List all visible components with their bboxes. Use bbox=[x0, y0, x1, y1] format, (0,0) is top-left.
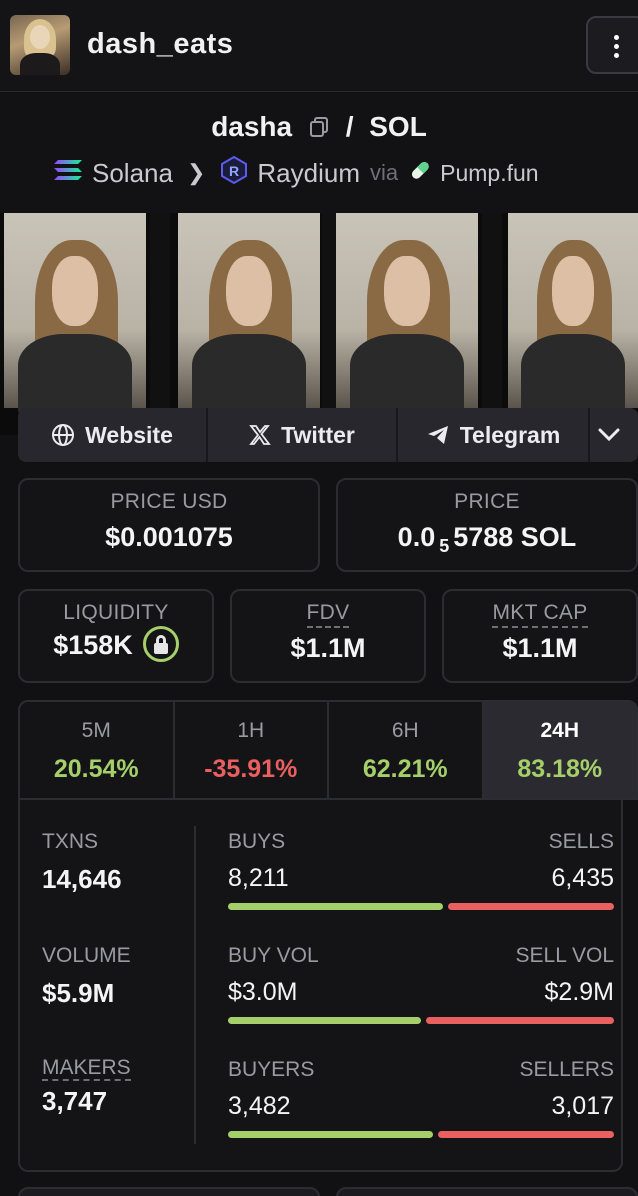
price-usd-card: PRICE USD $0.001075 bbox=[18, 478, 320, 572]
sell-vol-label: SELL VOL bbox=[515, 944, 614, 967]
app-header: dash_eats bbox=[0, 0, 638, 92]
tab-change: 83.18% bbox=[517, 755, 603, 783]
tab-5m[interactable]: 5M 20.54% bbox=[20, 702, 175, 798]
chain-link[interactable]: Solana bbox=[92, 157, 173, 188]
menu-button[interactable] bbox=[586, 16, 638, 74]
avatar[interactable] bbox=[10, 15, 70, 75]
liquidity-value-row: $158K bbox=[20, 626, 212, 665]
buy-sell-volume-stat: BUY VOL SELL VOL $3.0M $2.9M bbox=[228, 944, 614, 1024]
buy-vol-value: $3.0M bbox=[228, 978, 298, 1006]
pill-icon bbox=[408, 158, 432, 189]
price-usd-value: $0.001075 bbox=[105, 522, 233, 552]
price-native-value: 0.0 5 5788 SOL bbox=[338, 522, 636, 557]
dex-link[interactable]: Raydium bbox=[257, 157, 360, 188]
tab-label: 6H bbox=[391, 719, 419, 742]
svg-text:R: R bbox=[229, 163, 239, 179]
volume-label: VOLUME bbox=[42, 944, 131, 967]
copy-icon[interactable] bbox=[308, 113, 330, 145]
buys-sells-bar bbox=[228, 903, 614, 910]
buys-sells-stat: BUYS SELLS 8,211 6,435 bbox=[228, 830, 614, 910]
volume-value: $5.9M bbox=[42, 978, 115, 1008]
stats-divider bbox=[194, 826, 196, 1144]
makers-label[interactable]: MAKERS bbox=[42, 1056, 131, 1081]
price-native-label: PRICE bbox=[454, 490, 520, 513]
tab-change: 20.54% bbox=[53, 755, 139, 783]
sellers-value: 3,017 bbox=[551, 1092, 614, 1120]
tab-label: 1H bbox=[237, 719, 265, 742]
tab-24h[interactable]: 24H 83.18% bbox=[483, 702, 636, 798]
telegram-button[interactable]: Telegram bbox=[398, 408, 590, 462]
pair-title: dasha / SOL bbox=[0, 111, 638, 145]
fdv-card: FDV $1.1M bbox=[230, 589, 426, 683]
buys-label: BUYS bbox=[228, 830, 286, 853]
txns-label: TXNS bbox=[42, 830, 99, 853]
txns-value: 14,646 bbox=[42, 864, 122, 894]
chevron-down-icon bbox=[598, 428, 620, 442]
tab-change: -35.91% bbox=[204, 755, 298, 783]
solana-logo-icon bbox=[52, 158, 84, 189]
buyers-sellers-bar bbox=[228, 1131, 614, 1138]
liquidity-label: LIQUIDITY bbox=[63, 601, 169, 624]
buyers-label: BUYERS bbox=[228, 1058, 315, 1081]
transaction-stats: TXNS 14,646 VOLUME $5.9M MAKERS 3,747 BU… bbox=[18, 800, 623, 1172]
globe-icon bbox=[52, 424, 75, 446]
tab-change: 62.21% bbox=[362, 755, 448, 783]
app-title: dash_eats bbox=[87, 28, 234, 60]
tab-label: 5M bbox=[81, 719, 111, 742]
mktcap-value: $1.1M bbox=[502, 633, 578, 663]
pair-slash: / bbox=[345, 111, 354, 142]
buy-sell-volume-bar bbox=[228, 1017, 614, 1024]
expand-links-button[interactable] bbox=[590, 408, 638, 462]
makers-stat: MAKERS 3,747 bbox=[42, 1056, 131, 1117]
makers-value: 3,747 bbox=[42, 1086, 108, 1116]
price-native-card: PRICE 0.0 5 5788 SOL bbox=[336, 478, 638, 572]
next-card-right bbox=[336, 1187, 638, 1196]
sells-value: 6,435 bbox=[551, 864, 614, 892]
telegram-label: Telegram bbox=[459, 421, 561, 448]
twitter-label: Twitter bbox=[281, 421, 355, 448]
tab-1h[interactable]: 1H -35.91% bbox=[175, 702, 329, 798]
sellers-label: SELLERS bbox=[519, 1058, 614, 1081]
via-text: via bbox=[370, 160, 399, 185]
liquidity-card: LIQUIDITY $158K bbox=[18, 589, 214, 683]
buys-value: 8,211 bbox=[228, 864, 289, 892]
twitter-button[interactable]: Twitter bbox=[208, 408, 398, 462]
fdv-value: $1.1M bbox=[290, 633, 366, 663]
next-card-left bbox=[18, 1187, 320, 1196]
lock-icon[interactable] bbox=[142, 626, 179, 662]
raydium-logo-icon: R bbox=[219, 155, 249, 192]
sell-vol-value: $2.9M bbox=[544, 978, 614, 1006]
tab-label: 24H bbox=[540, 719, 580, 742]
mktcap-card: MKT CAP $1.1M bbox=[442, 589, 638, 683]
tab-6h[interactable]: 6H 62.21% bbox=[329, 702, 484, 798]
more-vertical-icon bbox=[614, 35, 620, 62]
buy-vol-label: BUY VOL bbox=[228, 944, 319, 967]
price-native-zeros: 5 bbox=[439, 536, 450, 556]
timeframe-tabs: 5M 20.54% 1H -35.91% 6H 62.21% 24H 83.18… bbox=[18, 700, 638, 800]
website-button[interactable]: Website bbox=[18, 408, 208, 462]
fdv-label[interactable]: FDV bbox=[232, 601, 424, 628]
base-token: dasha bbox=[211, 111, 293, 142]
website-label: Website bbox=[85, 421, 173, 448]
price-usd-label: PRICE USD bbox=[110, 490, 228, 513]
chevron-right-icon: ❯ bbox=[186, 160, 206, 185]
sells-label: SELLS bbox=[548, 830, 614, 853]
social-links: Website Twitter Telegram bbox=[18, 408, 638, 462]
pair-section: dasha / SOL Solana ❯ R Raydium via Pump.… bbox=[0, 93, 638, 213]
volume-stat: VOLUME $5.9M bbox=[42, 944, 131, 1009]
buyers-sellers-stat: BUYERS SELLERS 3,482 3,017 bbox=[228, 1058, 614, 1138]
launchpad-link[interactable]: Pump.fun bbox=[440, 159, 539, 186]
liquidity-value: $158K bbox=[53, 630, 133, 661]
telegram-icon bbox=[427, 426, 448, 444]
quote-token: SOL bbox=[369, 111, 427, 142]
token-banner-image bbox=[0, 213, 638, 435]
buyers-value: 3,482 bbox=[228, 1092, 291, 1120]
price-native-digits: 5788 SOL bbox=[453, 522, 577, 552]
txns-stat: TXNS 14,646 bbox=[42, 830, 122, 895]
price-native-prefix: 0.0 bbox=[397, 522, 436, 552]
x-logo-icon bbox=[249, 425, 271, 445]
chain-breadcrumb: Solana ❯ R Raydium via Pump.fun bbox=[52, 153, 539, 193]
mktcap-label[interactable]: MKT CAP bbox=[444, 601, 636, 628]
